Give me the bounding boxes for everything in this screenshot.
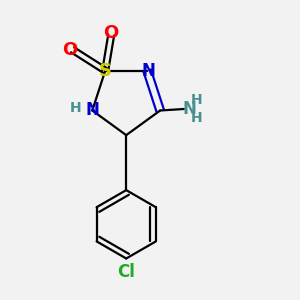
Text: N: N (85, 101, 99, 119)
Text: H: H (190, 111, 202, 125)
Text: O: O (63, 41, 78, 59)
Text: S: S (99, 61, 112, 80)
Text: O: O (103, 24, 119, 42)
Text: N: N (183, 100, 197, 118)
Text: N: N (142, 61, 156, 80)
Text: H: H (190, 93, 202, 107)
Text: H: H (70, 101, 82, 115)
Text: Cl: Cl (117, 263, 135, 281)
